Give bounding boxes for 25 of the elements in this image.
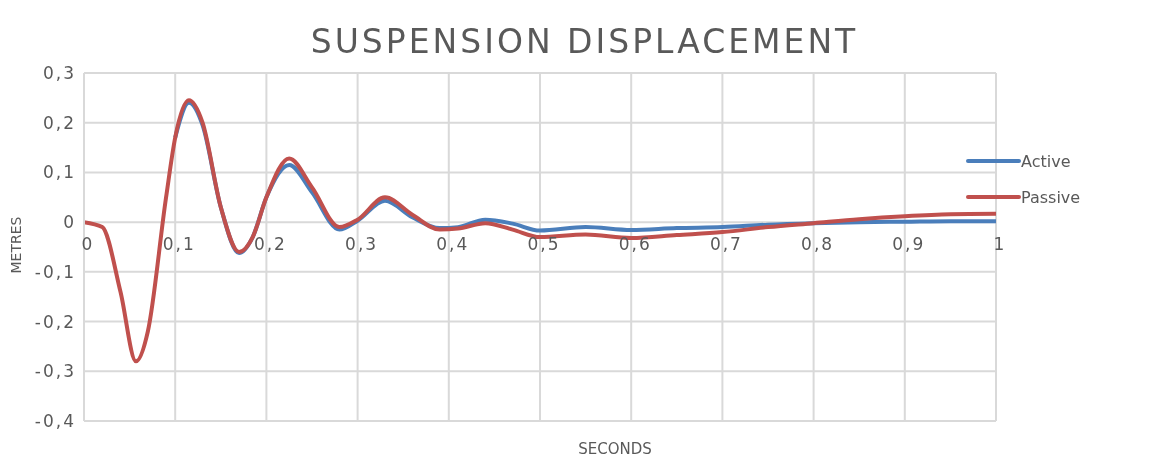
- chart-title: SUSPENSION DISPLACEMENT: [309, 22, 860, 61]
- y-tick-label: -0,3: [34, 361, 76, 382]
- y-tick-label: -0,4: [34, 411, 76, 432]
- x-tick-label: 0,3: [345, 234, 379, 255]
- x-tick-label: 0: [81, 234, 95, 255]
- y-tick-label: -0,1: [34, 261, 76, 282]
- x-tick-label: 0,7: [709, 234, 743, 255]
- x-tick-label: 1: [993, 234, 1007, 255]
- legend-label: Active: [1021, 151, 1071, 171]
- y-tick-label: -0,2: [34, 311, 76, 332]
- y-tick-label: 0,1: [42, 162, 76, 183]
- y-axis-title: METRES: [8, 215, 24, 276]
- x-axis-title: SECONDS: [577, 440, 653, 458]
- legend-label: Passive: [1021, 187, 1081, 207]
- x-tick-label: 0,8: [801, 234, 835, 255]
- y-tick-label: 0,3: [42, 63, 76, 84]
- x-tick-label: 0,5: [527, 234, 561, 255]
- x-tick-label: 0,4: [436, 234, 470, 255]
- x-tick-label: 0,1: [162, 234, 196, 255]
- x-tick-label: 0,2: [253, 234, 287, 255]
- line-series: [84, 98, 996, 364]
- y-tick-label: 0,2: [42, 112, 76, 133]
- x-tick-label: 0,6: [618, 234, 652, 255]
- x-tick-label: 0,9: [892, 234, 926, 255]
- y-tick-label: 0: [63, 212, 76, 233]
